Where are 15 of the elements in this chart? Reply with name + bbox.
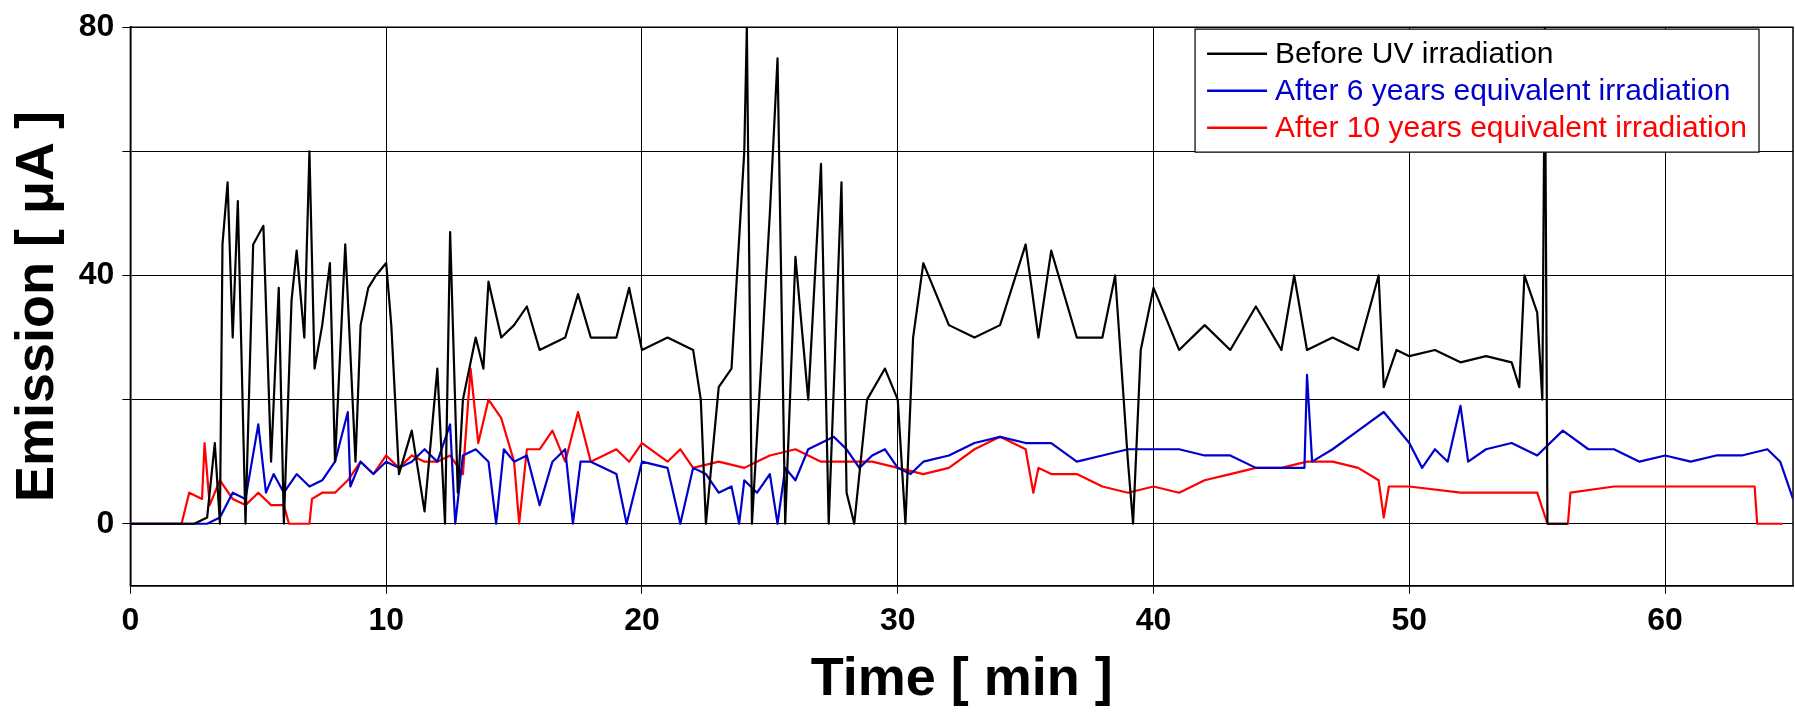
x-tick-label: 30 bbox=[879, 600, 916, 637]
x-axis-title: Time [ min ] bbox=[810, 646, 1113, 707]
x-tick-label: 10 bbox=[368, 600, 404, 637]
legend-label: After 6 years equivalent irradiation bbox=[1275, 72, 1731, 106]
legend-label: After 10 years equivalent irradiation bbox=[1275, 109, 1748, 143]
x-tick-label: 20 bbox=[624, 600, 660, 637]
y-tick-label: 80 bbox=[78, 7, 115, 44]
y-tick-label: 0 bbox=[96, 503, 115, 540]
y-axis-title: Emission [ μA ] bbox=[4, 110, 65, 503]
x-tick-label: 40 bbox=[1135, 600, 1172, 637]
y-tick-label: 40 bbox=[78, 255, 115, 292]
x-tick-label: 0 bbox=[121, 600, 140, 637]
x-tick-label: 60 bbox=[1647, 600, 1683, 637]
legend-label: Before UV irradiation bbox=[1275, 35, 1554, 69]
x-tick-label: 50 bbox=[1391, 600, 1428, 637]
